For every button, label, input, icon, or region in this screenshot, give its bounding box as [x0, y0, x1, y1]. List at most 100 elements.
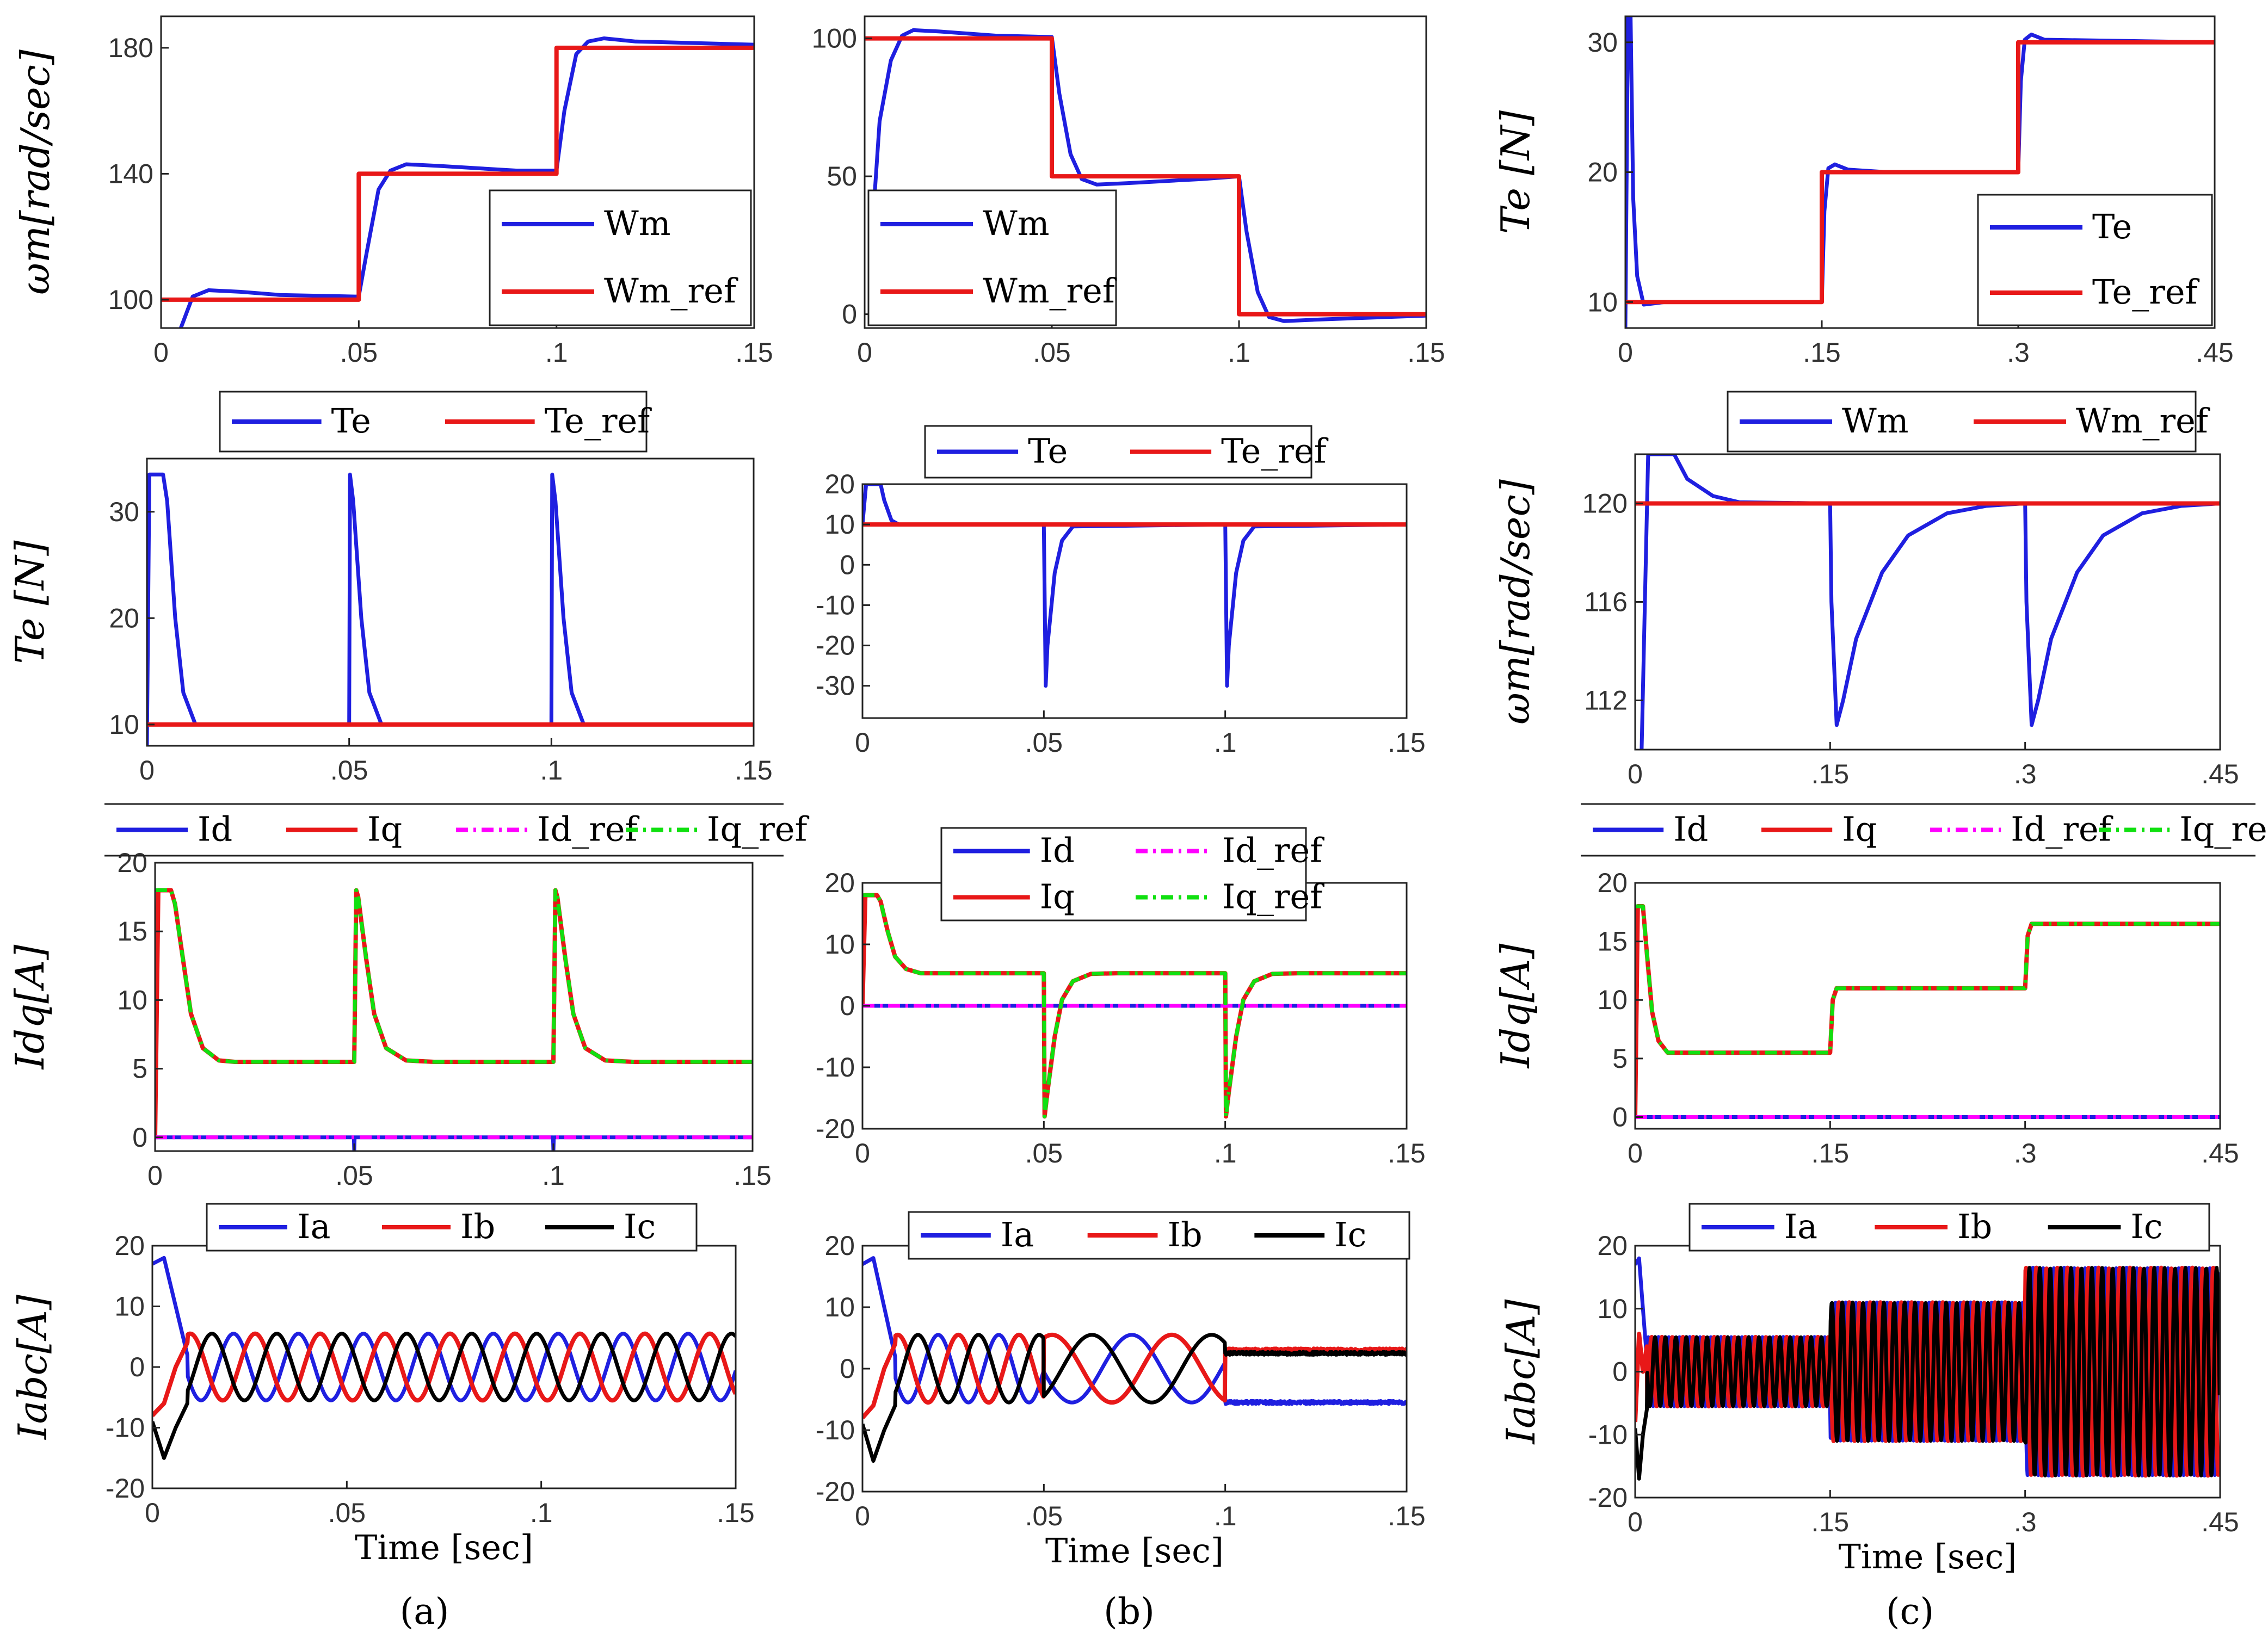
x-tick-label: 0 — [855, 727, 870, 758]
y-tick-label: 30 — [109, 497, 139, 527]
chart-c4: 0.15.3.45-20-1001020Iabc[A]Time [sec]Ia I… — [1498, 1204, 2239, 1576]
chart-b4: 0.05.1.15-20-1001020Time [sec]Ia Ib Ic — [816, 1212, 1426, 1570]
y-tick-label: 20 — [824, 469, 855, 499]
x-tick-label: .15 — [1388, 1138, 1426, 1168]
x-tick-label: 0 — [855, 1138, 870, 1168]
x-tick-label: .05 — [1025, 727, 1063, 758]
y-tick-label: 10 — [109, 709, 139, 740]
chart-c2: 0 .15 .3 .45 112 116 120 ωm[rad/sec] Wm Wm_ref — [1493, 392, 2239, 789]
chart-b3: 0 .05 .1 .15 -20 -10 0 10 20 Id Id_ref Iq Iq_ref — [816, 828, 1426, 1168]
legend-label: Ib — [1957, 1207, 1992, 1246]
x-tick-label: .05 — [1025, 1138, 1063, 1168]
y-tick-label: -10 — [816, 590, 855, 620]
y-tick-label: 100 — [812, 23, 857, 54]
y-tick-label: 0 — [1612, 1102, 1628, 1132]
x-tick-label: .1 — [1228, 337, 1250, 368]
series-wm — [1642, 454, 2220, 750]
y-tick-label: 10 — [117, 985, 147, 1015]
y-tick-label: 10 — [1587, 287, 1618, 317]
legend-label: Ib — [460, 1207, 495, 1246]
series-id — [155, 1137, 753, 1151]
x-tick-label: .1 — [540, 755, 563, 786]
plot-frame — [147, 459, 754, 746]
x-tick-label: .05 — [330, 755, 368, 786]
y-tick-label: 10 — [824, 509, 855, 540]
y-tick-label: 20 — [114, 1230, 145, 1261]
legend-label: Id_ref — [1222, 831, 1325, 870]
x-tick-label: .15 — [1811, 1138, 1850, 1168]
y-tick-label: 20 — [1587, 157, 1618, 188]
legend-label: Wm — [983, 203, 1050, 243]
y-tick-label: -10 — [1588, 1419, 1628, 1450]
y-tick-label: 20 — [1597, 868, 1628, 898]
series-ic — [862, 1335, 1407, 1461]
x-tick-label: 0 — [153, 337, 169, 368]
y-tick-label: -10 — [816, 1415, 855, 1445]
y-axis-label: ωm[rad/sec] — [1493, 479, 1538, 725]
y-tick-label: 10 — [824, 1292, 855, 1322]
x-tick-label: .05 — [328, 1498, 366, 1528]
y-tick-label: 50 — [827, 161, 857, 191]
x-tick-label: .15 — [1803, 337, 1841, 368]
caption-c: (c) — [1886, 1591, 1934, 1632]
y-tick-label: 20 — [1597, 1230, 1628, 1261]
chart-a2: 0.05.1.15102030Te [N]Te Te_ref — [7, 392, 773, 786]
x-tick-label: 0 — [139, 755, 155, 786]
x-tick-label: .15 — [734, 1160, 772, 1191]
y-tick-label: -30 — [816, 671, 855, 701]
legend-label: Te_ref — [545, 401, 652, 441]
y-axis-label: Iabc[A] — [1498, 1299, 1544, 1445]
x-tick-label: 0 — [1618, 337, 1633, 368]
y-tick-label: 180 — [108, 33, 153, 63]
legend-label: Ic — [1334, 1215, 1366, 1254]
series-te — [147, 474, 754, 746]
y-axis-label: ωm[rad/sec] — [13, 49, 58, 295]
x-tick-label: .3 — [2014, 1507, 2037, 1537]
y-tick-label: 15 — [1597, 926, 1628, 957]
caption-a: (a) — [400, 1591, 449, 1632]
plot-frame — [155, 863, 753, 1151]
legend: Wm Wm_ref — [1728, 392, 2210, 452]
y-tick-label: -10 — [106, 1413, 145, 1443]
legend-label: Id — [1673, 809, 1708, 849]
legend-label: Ic — [624, 1207, 656, 1246]
x-tick-label: 0 — [1628, 1507, 1643, 1537]
legend-label: Te — [331, 401, 371, 441]
x-tick-label: .1 — [545, 337, 568, 368]
x-tick-label: .1 — [1214, 1138, 1237, 1168]
x-tick-label: 0 — [147, 1160, 163, 1191]
x-tick-label: .3 — [2014, 1138, 2037, 1168]
x-tick-label: .45 — [2196, 337, 2234, 368]
x-tick-label: .45 — [2201, 1507, 2239, 1537]
legend-label: Wm_ref — [983, 271, 1117, 311]
plot-frame — [862, 484, 1407, 718]
x-tick-label: 0 — [145, 1498, 160, 1528]
chart-c1: 0.15.3.45102030Te [N] TeTe_ref — [1493, 16, 2234, 368]
x-tick-label: .05 — [335, 1160, 373, 1191]
legend-label: Wm — [604, 203, 671, 243]
series-ib — [862, 1335, 1407, 1418]
legend: Ia Ib Ic — [207, 1204, 697, 1251]
series-iq — [1635, 906, 2220, 1117]
y-tick-label: 120 — [1582, 488, 1628, 519]
legend-label: Id_ref — [2011, 809, 2113, 849]
x-tick-label: .45 — [2201, 759, 2239, 789]
chart-a4: 0.05.1.15-20-1001020Iabc[A]Time [sec]Ia I… — [10, 1204, 755, 1567]
x-tick-label: .15 — [1811, 759, 1850, 789]
y-tick-label: 5 — [1612, 1043, 1628, 1074]
series-iq-ref — [1635, 906, 2220, 1053]
chart-b1: 0.05.1.15050100WmWm_ref — [812, 16, 1445, 368]
x-tick-label: 0 — [855, 1501, 870, 1531]
legend: Wm Wm_ref — [868, 190, 1117, 325]
y-tick-label: -20 — [816, 1114, 855, 1144]
chart-a1: 0.05.1.15100140180ωm[rad/sec] WmWm_ref — [13, 16, 773, 368]
legend-label: Id_ref — [537, 809, 640, 849]
chart-a3: 0 .05 .1 .15 0 5 10 15 20 Idq[A] Id Iq Id_ref Iq_ref — [7, 804, 810, 1191]
y-tick-label: 0 — [840, 549, 855, 580]
x-tick-label: .1 — [1214, 1501, 1237, 1531]
x-tick-label: .05 — [1033, 337, 1071, 368]
y-axis-label: Idq[A] — [1493, 943, 1538, 1069]
legend: Wm Wm_ref — [490, 190, 751, 325]
legend-label: Iq — [367, 809, 402, 849]
